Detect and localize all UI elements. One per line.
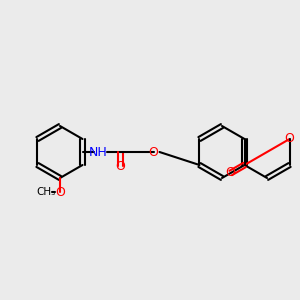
Text: O: O — [148, 146, 158, 158]
Text: O: O — [285, 133, 295, 146]
Text: CH₃: CH₃ — [36, 187, 56, 197]
Text: O: O — [116, 160, 125, 172]
Text: NH: NH — [89, 146, 108, 158]
Text: O: O — [55, 185, 65, 199]
Text: O: O — [226, 167, 236, 179]
